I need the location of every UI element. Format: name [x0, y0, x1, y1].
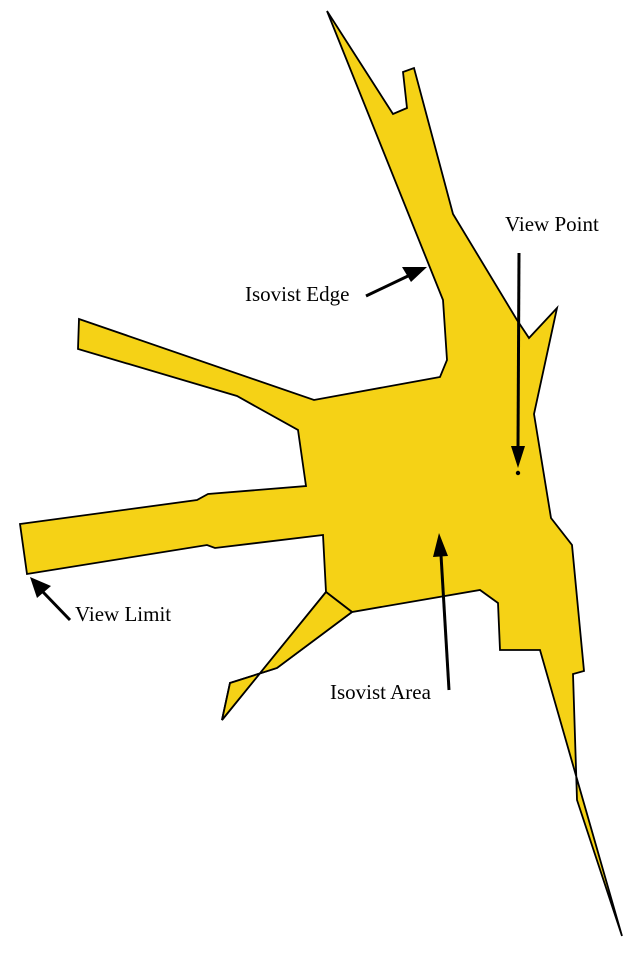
view-limit-arrow-head	[30, 577, 51, 598]
view-limit-arrow-line	[41, 590, 72, 622]
view-point-label: View Point	[505, 212, 599, 236]
isovist-area-arrow-line	[439, 554, 451, 691]
view-point-marker	[515, 470, 521, 476]
isovist-edge-arrow-head	[402, 267, 427, 282]
isovist-spur-polygon	[221, 590, 354, 721]
view-point-arrow-head	[511, 446, 525, 468]
isovist-edge-arrow-line	[365, 274, 409, 298]
isovist-area-arrow-head	[433, 533, 448, 557]
isovist-area-polygon	[18, 10, 623, 937]
isovist-edge-label: Isovist Edge	[245, 282, 349, 306]
view-point-arrow-line	[516, 252, 521, 449]
view-limit-label: View Limit	[75, 602, 171, 626]
isovist-area-label: Isovist Area	[330, 680, 432, 704]
